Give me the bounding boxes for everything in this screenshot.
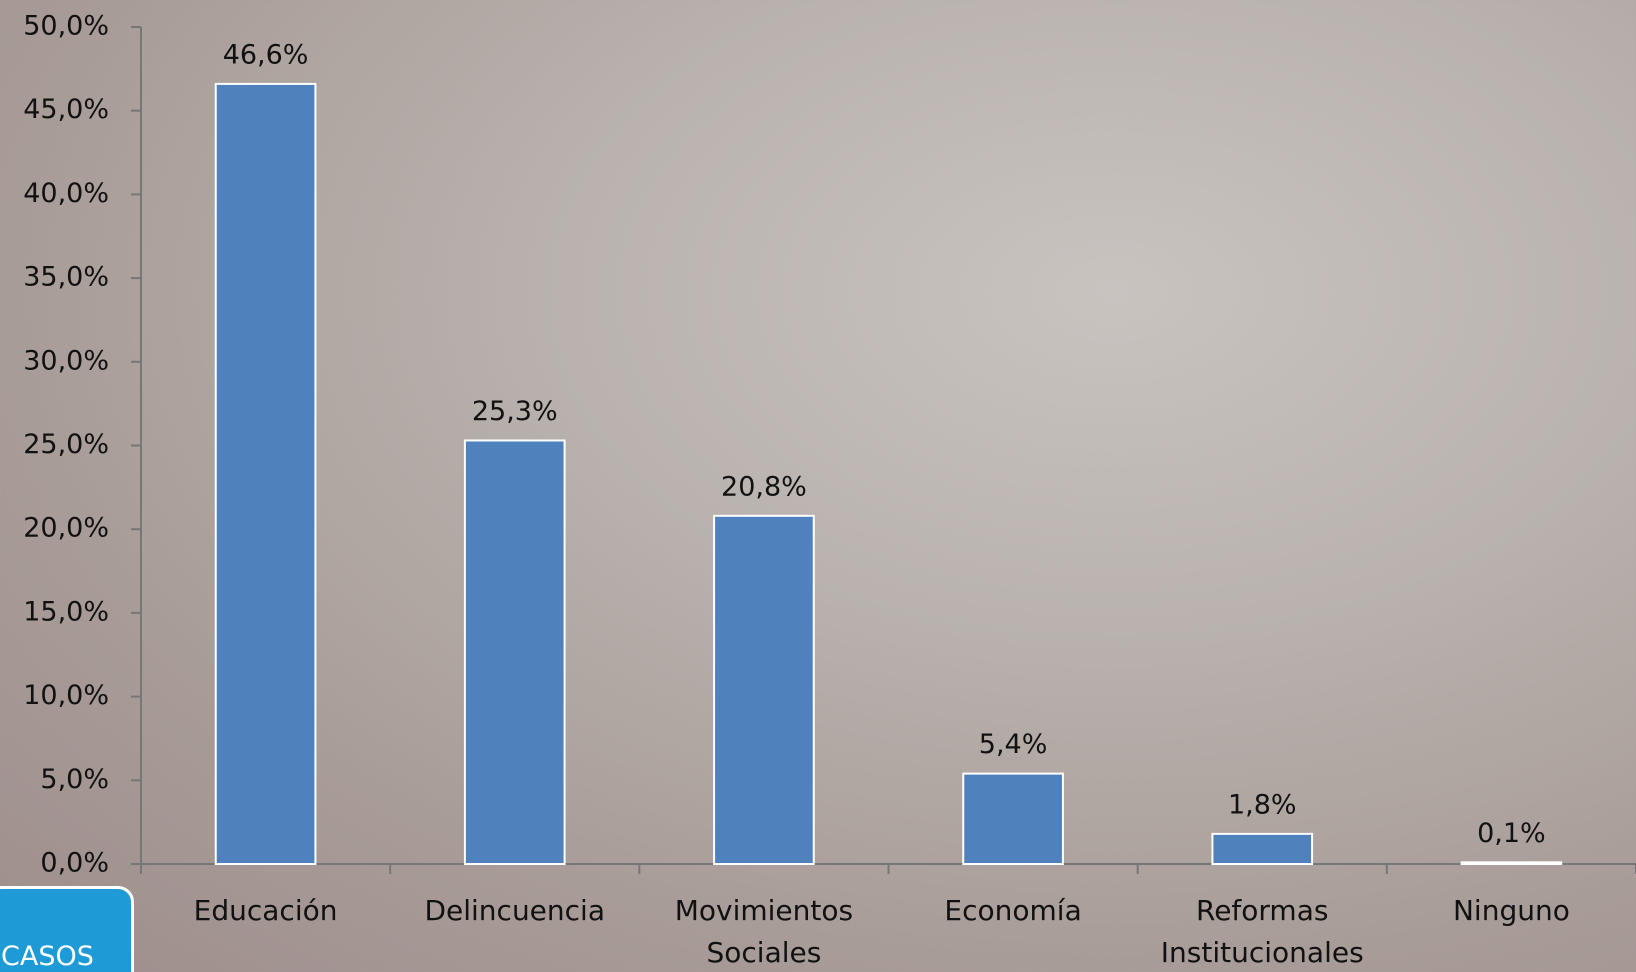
value-label: 5,4%	[979, 729, 1048, 760]
x-tick-label: Delincuencia	[424, 894, 605, 927]
bar	[1211, 832, 1314, 865]
y-tick-label: 50,0%	[23, 11, 109, 42]
value-label: 46,6%	[223, 39, 309, 70]
y-tick-label: 45,0%	[23, 94, 109, 125]
x-tick-label: Movimientos Sociales	[674, 894, 854, 969]
value-label: 25,3%	[472, 396, 558, 427]
y-tick-label: 15,0%	[23, 596, 109, 627]
y-tick-label: 40,0%	[23, 178, 109, 209]
y-tick-label: 30,0%	[23, 345, 109, 376]
y-tick-label: 5,0%	[40, 764, 109, 795]
y-tick-label: 35,0%	[23, 262, 109, 293]
bar	[962, 772, 1064, 865]
x-tick-label: Economía	[944, 894, 1082, 927]
value-label: 20,8%	[721, 471, 807, 502]
x-tick-label: Reformas Institucionales	[1160, 894, 1364, 969]
y-tick-label: 0,0%	[40, 848, 109, 879]
value-label: 0,1%	[1477, 818, 1546, 849]
bar	[214, 82, 317, 865]
annotation: CASOS	[1, 941, 94, 972]
bar	[463, 439, 566, 865]
y-tick-label: 10,0%	[23, 680, 109, 711]
y-tick-label: 25,0%	[23, 429, 109, 460]
value-label: 1,8%	[1228, 789, 1297, 820]
x-tick-label: Ninguno	[1452, 894, 1570, 927]
x-tick-label: Educación	[193, 894, 338, 927]
bar	[713, 514, 815, 865]
bar	[1460, 861, 1563, 865]
y-tick-label: 20,0%	[23, 513, 109, 544]
casos-box: CASOS	[0, 886, 134, 972]
